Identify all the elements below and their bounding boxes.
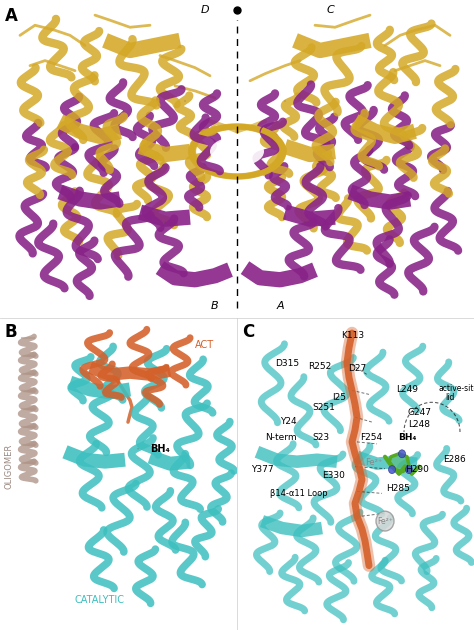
Text: A: A xyxy=(5,7,18,25)
Text: B: B xyxy=(211,301,219,311)
Ellipse shape xyxy=(389,466,395,474)
Text: ACT: ACT xyxy=(195,340,214,350)
Text: A: A xyxy=(276,301,284,311)
Polygon shape xyxy=(389,454,409,472)
Text: R252: R252 xyxy=(308,362,331,371)
Text: F254: F254 xyxy=(360,433,383,442)
Text: β14-α11 Loop: β14-α11 Loop xyxy=(270,489,328,498)
Text: Y377: Y377 xyxy=(251,465,274,474)
Ellipse shape xyxy=(376,511,394,531)
Text: I25: I25 xyxy=(332,393,346,402)
Ellipse shape xyxy=(210,137,264,166)
Text: B: B xyxy=(5,323,18,341)
Text: D: D xyxy=(201,5,210,15)
Text: E330: E330 xyxy=(322,471,345,480)
Text: E286: E286 xyxy=(443,455,466,464)
Text: D27: D27 xyxy=(348,364,367,372)
Text: C: C xyxy=(326,5,334,15)
Text: H290: H290 xyxy=(405,465,429,474)
Text: S251: S251 xyxy=(313,403,336,411)
Text: H285: H285 xyxy=(386,484,410,493)
Text: OLIGOMER: OLIGOMER xyxy=(5,444,14,490)
Text: CATALYTIC: CATALYTIC xyxy=(75,595,125,605)
Text: Fe²⁺: Fe²⁺ xyxy=(365,458,383,467)
Text: D315: D315 xyxy=(275,359,299,368)
Text: Y24: Y24 xyxy=(280,417,296,426)
Text: S23: S23 xyxy=(313,433,330,442)
Text: Fe²⁺: Fe²⁺ xyxy=(377,517,393,525)
Text: N-term: N-term xyxy=(265,433,297,442)
Text: L248: L248 xyxy=(408,420,429,429)
Text: K113: K113 xyxy=(341,331,365,340)
Text: G247: G247 xyxy=(408,408,432,417)
Text: lid: lid xyxy=(446,393,455,402)
Ellipse shape xyxy=(399,450,405,458)
Text: BH₄: BH₄ xyxy=(150,444,170,454)
Ellipse shape xyxy=(405,466,412,474)
Text: BH₄: BH₄ xyxy=(398,433,417,442)
Text: active-site: active-site xyxy=(438,384,474,393)
Text: L249: L249 xyxy=(396,386,418,394)
Text: C: C xyxy=(242,323,254,341)
